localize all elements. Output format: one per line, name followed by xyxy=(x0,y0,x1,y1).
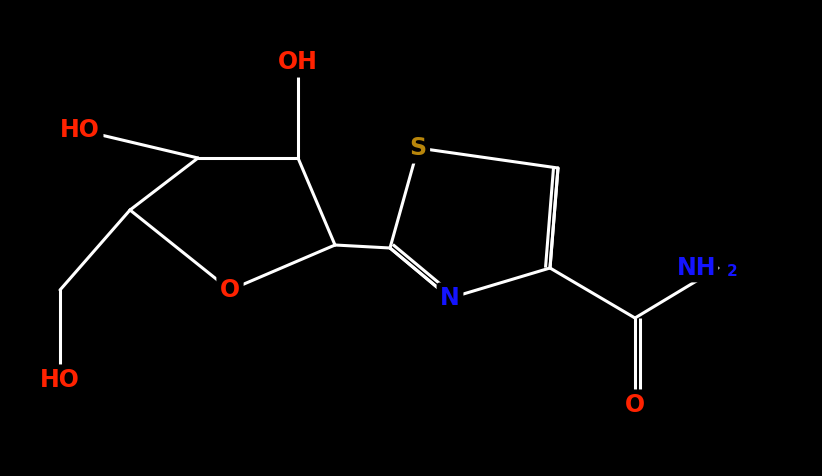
Text: HO: HO xyxy=(60,118,100,142)
Text: 2: 2 xyxy=(727,265,737,279)
Text: OH: OH xyxy=(278,50,318,74)
Text: S: S xyxy=(409,136,427,160)
Text: O: O xyxy=(625,393,645,417)
Text: NH: NH xyxy=(677,256,716,280)
Text: O: O xyxy=(220,278,240,302)
Text: HO: HO xyxy=(40,368,80,392)
Text: N: N xyxy=(440,286,459,310)
